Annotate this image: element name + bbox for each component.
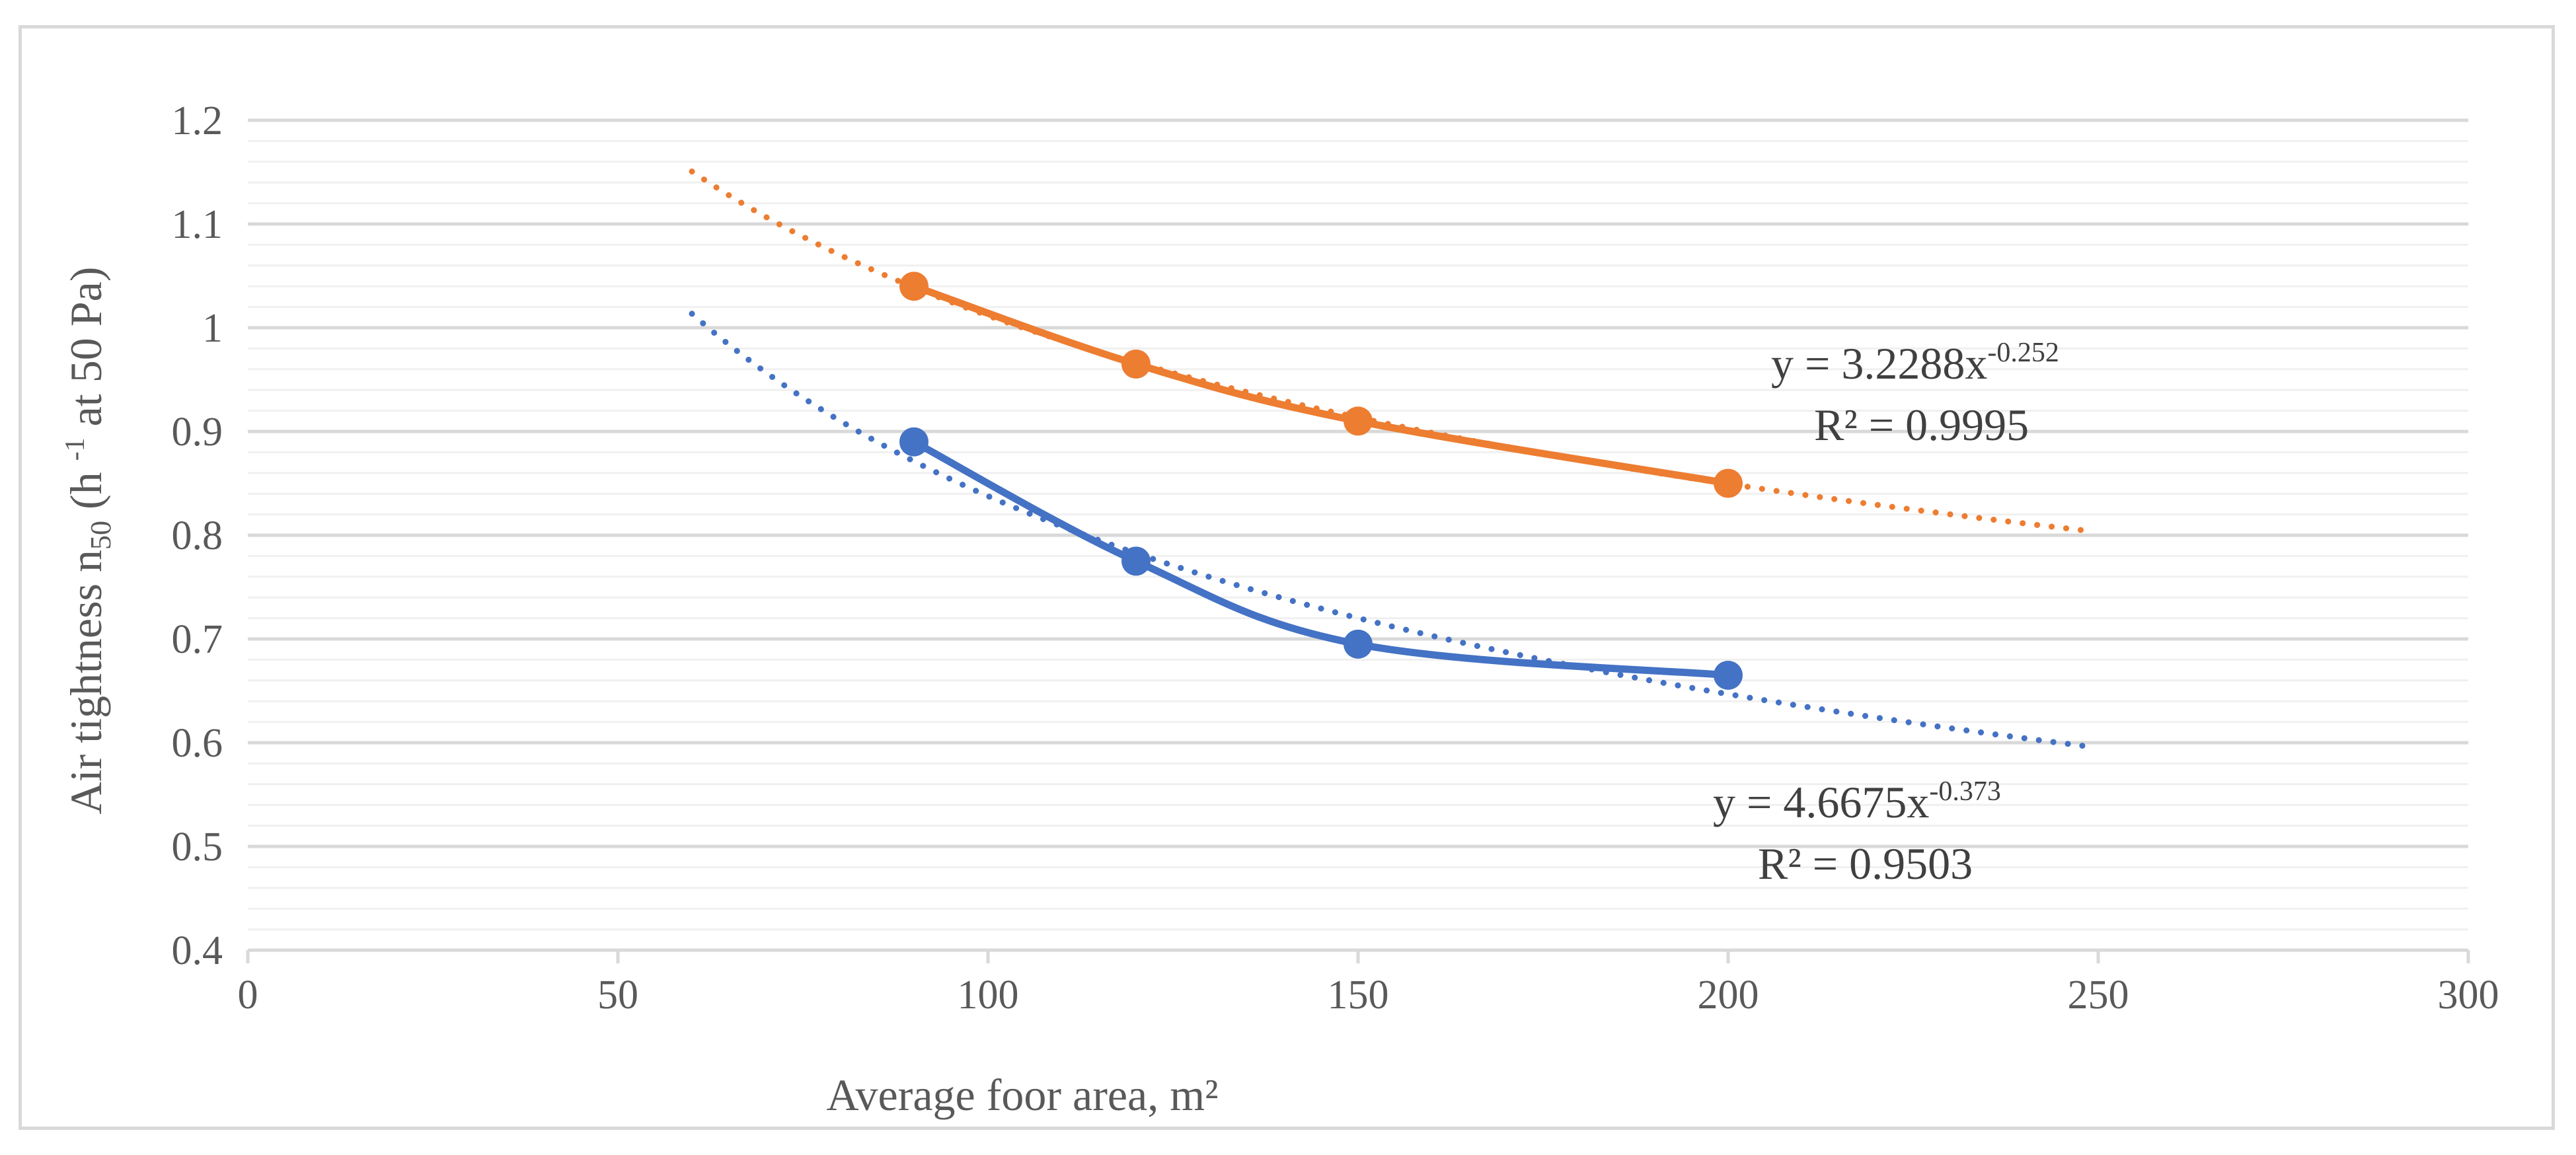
y-tick-label: 1.1 (172, 202, 223, 247)
blue-data-point (1121, 546, 1151, 576)
blue-data-point (1714, 660, 1743, 690)
x-tick-label: 250 (2068, 973, 2129, 1018)
major-grid (248, 118, 2468, 848)
blue-trendline (689, 311, 2094, 750)
y-axis-title: Air tightness n50 (h -1 at 50 Pa) (60, 267, 117, 815)
x-tick-labels: 0 50 100 150 200 250 300 (238, 973, 2499, 1018)
x-tick-label: 100 (958, 973, 1019, 1018)
blue-trendline-equation: y = 4.6675x-0.373 (1713, 776, 2001, 827)
x-tick-label: 300 (2438, 973, 2499, 1018)
orange-data-point (1121, 349, 1151, 379)
blue-data-point (1344, 629, 1373, 659)
y-tick-label: 1 (202, 306, 223, 351)
y-tick-label: 0.8 (172, 513, 223, 558)
series-lines (910, 282, 1732, 679)
orange-data-point (1714, 468, 1743, 498)
y-tick-label: 0.5 (172, 825, 223, 870)
blue-data-point (899, 427, 928, 457)
y-tick-label: 0.6 (172, 721, 223, 766)
orange-trendline-r2: R² = 0.9995 (1814, 400, 2029, 450)
blue-trendline-r2: R² = 0.9503 (1758, 838, 1973, 889)
y-tick-label: 0.4 (172, 928, 223, 973)
minor-grid (248, 139, 2468, 931)
x-axis (246, 948, 2470, 963)
markers (899, 272, 1743, 690)
orange-data-point (1344, 406, 1373, 436)
orange-data-point (899, 272, 928, 301)
y-tick-labels: 0.4 0.5 0.6 0.7 0.8 0.9 1 1.1 1.2 (172, 98, 223, 973)
y-tick-label: 1.2 (172, 98, 223, 143)
x-axis-title: Average foor area, m² (826, 1070, 1218, 1120)
y-tick-label: 0.7 (172, 617, 223, 662)
y-tick-label: 0.9 (172, 410, 223, 455)
x-tick-label: 200 (1698, 973, 1759, 1018)
x-tick-label: 0 (238, 973, 258, 1018)
x-tick-label: 150 (1328, 973, 1389, 1018)
x-tick-label: 50 (597, 973, 638, 1018)
blue-series-line (910, 438, 1732, 679)
orange-trendline-equation: y = 3.2288x-0.252 (1771, 338, 2059, 389)
orange-series-line (910, 282, 1732, 487)
